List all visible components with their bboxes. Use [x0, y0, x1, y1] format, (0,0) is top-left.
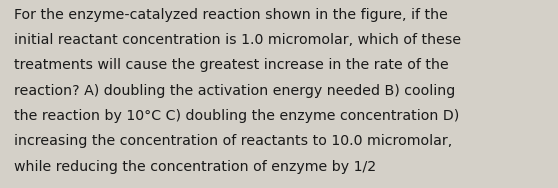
Text: while reducing the concentration of enzyme by 1/2: while reducing the concentration of enzy…	[14, 160, 376, 174]
Text: treatments will cause the greatest increase in the rate of the: treatments will cause the greatest incre…	[14, 58, 449, 72]
Text: For the enzyme-catalyzed reaction shown in the figure, if the: For the enzyme-catalyzed reaction shown …	[14, 8, 448, 21]
Text: increasing the concentration of reactants to 10.0 micromolar,: increasing the concentration of reactant…	[14, 134, 452, 148]
Text: reaction? A) doubling the activation energy needed B) cooling: reaction? A) doubling the activation ene…	[14, 84, 455, 98]
Text: the reaction by 10°C C) doubling the enzyme concentration D): the reaction by 10°C C) doubling the enz…	[14, 109, 459, 123]
Text: initial reactant concentration is 1.0 micromolar, which of these: initial reactant concentration is 1.0 mi…	[14, 33, 461, 47]
